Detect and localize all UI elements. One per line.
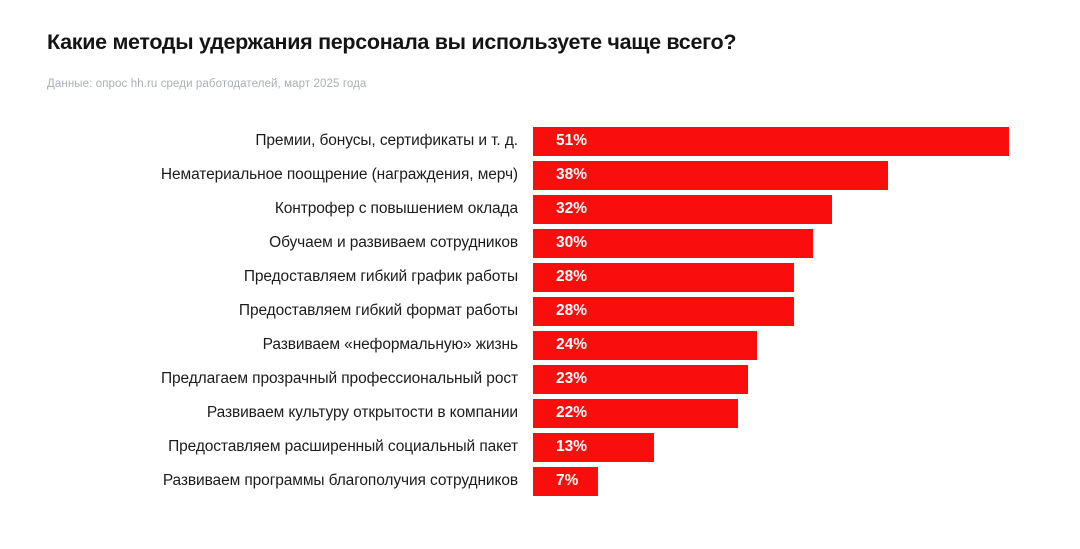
- chart-row: Развиваем «неформальную» жизнь 24%: [47, 330, 1033, 360]
- chart-row: Предлагаем прозрачный профессиональный р…: [47, 364, 1033, 394]
- chart-row: Предоставляем гибкий график работы 28%: [47, 262, 1033, 292]
- category-label: Развиваем «неформальную» жизнь: [262, 336, 518, 354]
- bar-track: 22%: [533, 398, 1009, 428]
- category-label: Развиваем культуру открытости в компании: [206, 404, 518, 422]
- category-label: Предоставляем гибкий график работы: [243, 268, 518, 286]
- bar-track: 13%: [533, 432, 1009, 462]
- value-label: 13%: [556, 438, 588, 456]
- value-label: 28%: [556, 302, 588, 320]
- category-label: Предлагаем прозрачный профессиональный р…: [160, 370, 518, 388]
- value-label: 7%: [556, 472, 579, 490]
- bar: 13%: [533, 432, 655, 462]
- value-label: 28%: [556, 268, 588, 286]
- bar: 22%: [533, 398, 739, 428]
- bar: 38%: [533, 160, 888, 190]
- bar-track: 51%: [533, 126, 1009, 156]
- bar-track: 28%: [533, 296, 1009, 326]
- value-label: 23%: [556, 370, 588, 388]
- bar-track: 24%: [533, 330, 1009, 360]
- bar-track: 30%: [533, 228, 1009, 258]
- chart-row: Обучаем и развиваем сотрудников 30%: [47, 228, 1033, 258]
- chart-row: Развиваем программы благополучия сотрудн…: [47, 466, 1033, 496]
- value-label: 38%: [556, 166, 588, 184]
- chart-row: Нематериальное поощрение (награждения, м…: [47, 160, 1033, 190]
- category-label: Предоставляем гибкий формат работы: [238, 302, 518, 320]
- category-label: Контрофер с повышением оклада: [274, 200, 518, 218]
- chart-row: Предоставляем расширенный социальный пак…: [47, 432, 1033, 462]
- chart-row: Контрофер с повышением оклада 32%: [47, 194, 1033, 224]
- bar: 28%: [533, 296, 795, 326]
- bar: 30%: [533, 228, 813, 258]
- category-label: Премии, бонусы, сертификаты и т. д.: [255, 132, 518, 150]
- bar-track: 38%: [533, 160, 1009, 190]
- bar-track: 23%: [533, 364, 1009, 394]
- bar-track: 28%: [533, 262, 1009, 292]
- chart-row: Развиваем культуру открытости в компании…: [47, 398, 1033, 428]
- bar-track: 7%: [533, 466, 1009, 496]
- chart-row: Премии, бонусы, сертификаты и т. д. 51%: [47, 126, 1033, 156]
- value-label: 30%: [556, 234, 588, 252]
- bar-chart: Премии, бонусы, сертификаты и т. д. 51% Не…: [47, 126, 1033, 496]
- bar: 7%: [533, 466, 599, 496]
- value-label: 51%: [556, 132, 588, 150]
- category-label: Развиваем программы благополучия сотрудн…: [162, 472, 518, 490]
- bar-track: 32%: [533, 194, 1009, 224]
- bar: 51%: [533, 126, 1009, 156]
- category-label: Обучаем и развиваем сотрудников: [269, 234, 518, 252]
- category-label: Нематериальное поощрение (награждения, м…: [160, 166, 518, 184]
- value-label: 24%: [556, 336, 588, 354]
- bar: 24%: [533, 330, 757, 360]
- value-label: 32%: [556, 200, 588, 218]
- chart-subtitle: Данные: опрос hh.ru среди работодателей,…: [47, 77, 367, 90]
- chart-row: Предоставляем гибкий формат работы 28%: [47, 296, 1033, 326]
- bar: 28%: [533, 262, 795, 292]
- chart-title: Какие методы удержания персонала вы испо…: [47, 30, 737, 54]
- value-label: 22%: [556, 404, 588, 422]
- bar: 23%: [533, 364, 748, 394]
- bar: 32%: [533, 194, 832, 224]
- category-label: Предоставляем расширенный социальный пак…: [168, 438, 518, 456]
